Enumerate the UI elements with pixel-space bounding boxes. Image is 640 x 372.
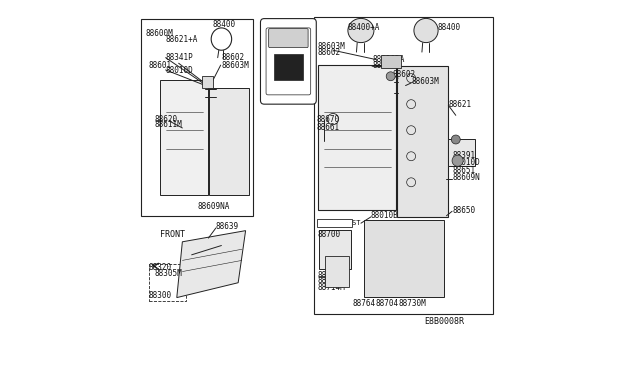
Text: 88764: 88764: [353, 299, 376, 308]
Text: 88609NA: 88609NA: [197, 202, 230, 211]
Text: 88320: 88320: [149, 263, 172, 272]
Text: 88400+A: 88400+A: [348, 23, 380, 32]
Text: 88010D: 88010D: [452, 158, 480, 167]
Text: 88010C: 88010C: [317, 271, 345, 280]
Text: 88651: 88651: [452, 166, 475, 175]
Circle shape: [386, 72, 395, 81]
Bar: [273, 54, 303, 80]
Text: 88300: 88300: [149, 291, 172, 300]
Text: 88834M: 88834M: [372, 61, 400, 70]
FancyBboxPatch shape: [160, 80, 209, 195]
Text: 88650: 88650: [452, 206, 475, 215]
Circle shape: [451, 135, 460, 144]
Polygon shape: [177, 231, 246, 298]
Text: 88700: 88700: [317, 230, 340, 239]
FancyBboxPatch shape: [202, 76, 213, 88]
Text: 88730M: 88730M: [399, 299, 427, 308]
FancyBboxPatch shape: [319, 230, 351, 269]
Text: 88341P: 88341P: [166, 53, 193, 62]
Text: 88010D: 88010D: [166, 66, 193, 75]
FancyBboxPatch shape: [260, 19, 316, 104]
FancyBboxPatch shape: [447, 139, 475, 166]
FancyBboxPatch shape: [209, 88, 248, 195]
Text: 88704: 88704: [375, 299, 398, 308]
Text: 88602: 88602: [221, 53, 244, 62]
Text: 88620: 88620: [154, 115, 177, 124]
Text: 88603M: 88603M: [317, 42, 345, 51]
Circle shape: [452, 155, 463, 166]
Text: 88661: 88661: [316, 123, 339, 132]
Text: E8B0008R: E8B0008R: [424, 317, 465, 326]
Text: 88305M: 88305M: [154, 269, 182, 278]
Text: 88621+A: 88621+A: [166, 35, 198, 44]
Text: 88601: 88601: [149, 61, 172, 70]
Text: 88602: 88602: [392, 70, 415, 79]
Text: 88670: 88670: [316, 115, 339, 124]
Text: W/ARM REST: W/ARM REST: [318, 220, 360, 226]
Text: 88639: 88639: [216, 222, 239, 231]
Text: 88621: 88621: [449, 100, 472, 109]
FancyBboxPatch shape: [314, 17, 493, 314]
Text: 88609N: 88609N: [452, 173, 480, 182]
FancyBboxPatch shape: [397, 66, 447, 217]
FancyBboxPatch shape: [364, 220, 444, 297]
FancyBboxPatch shape: [381, 55, 401, 68]
Ellipse shape: [414, 18, 438, 42]
Text: 88010B: 88010B: [371, 211, 399, 220]
FancyBboxPatch shape: [318, 65, 396, 210]
Text: FRONT: FRONT: [160, 230, 185, 239]
Text: 88603M: 88603M: [411, 77, 439, 86]
Bar: [317, 219, 353, 227]
Text: 88400: 88400: [212, 20, 236, 29]
Ellipse shape: [348, 18, 374, 42]
Text: 88391: 88391: [452, 151, 475, 160]
Bar: [149, 264, 186, 301]
Text: 88714M: 88714M: [317, 283, 345, 292]
Text: 88603M: 88603M: [221, 61, 249, 70]
Text: 88400: 88400: [437, 23, 460, 32]
FancyBboxPatch shape: [141, 19, 253, 216]
FancyBboxPatch shape: [266, 28, 310, 95]
Text: 88604Q: 88604Q: [317, 276, 345, 285]
Text: 88611M: 88611M: [154, 120, 182, 129]
Text: 88010DA: 88010DA: [372, 55, 404, 64]
Text: 88600M: 88600M: [145, 29, 173, 38]
FancyBboxPatch shape: [269, 29, 308, 48]
FancyBboxPatch shape: [325, 256, 349, 287]
Text: 88602: 88602: [317, 48, 340, 57]
